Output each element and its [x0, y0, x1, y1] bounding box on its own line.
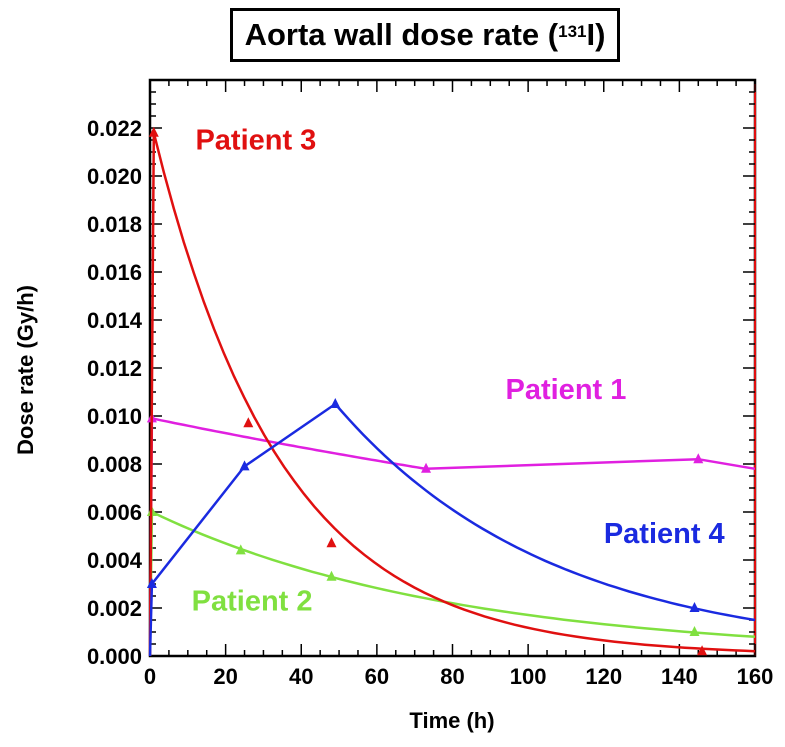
y-tick-label: 0.018 [87, 212, 142, 237]
y-tick-label: 0.020 [87, 164, 142, 189]
y-tick-label: 0.022 [87, 116, 142, 141]
series-label-patient-1: Patient 1 [506, 374, 627, 406]
x-tick-label: 140 [661, 664, 698, 689]
data-point-patient-4 [239, 460, 250, 471]
series-layer [146, 126, 756, 657]
y-tick-label: 0.002 [87, 596, 142, 621]
series-label-patient-2: Patient 2 [192, 585, 313, 617]
data-point-patient-2 [326, 570, 337, 581]
data-point-patient-3 [148, 126, 159, 137]
data-point-patient-4 [330, 398, 341, 408]
plot-area [148, 78, 757, 658]
y-tick-label: 0.004 [87, 548, 143, 573]
x-axis-title: Time (h) [409, 708, 494, 733]
data-point-patient-3 [697, 645, 708, 656]
series-patient-3 [148, 126, 756, 657]
x-tick-label: 20 [213, 664, 237, 689]
data-point-patient-3 [326, 537, 337, 548]
data-point-patient-4 [146, 578, 157, 588]
series-labels: Patient 3 Patient 1 Patient 4 Patient 2 [192, 125, 725, 618]
y-tick-label: 0.006 [87, 500, 142, 525]
y-tick-label: 0.010 [87, 404, 142, 429]
chart-title-suffix: I) [586, 17, 606, 52]
data-point-patient-1 [421, 462, 432, 473]
series-patient-4 [146, 398, 756, 657]
series-line-patient-3 [148, 132, 756, 657]
x-tick-label: 0 [144, 664, 156, 689]
y-tick-label: 0.012 [87, 356, 142, 381]
x-tick-label: 100 [510, 664, 547, 689]
data-point-patient-1 [693, 453, 704, 464]
series-line-patient-4 [148, 402, 756, 657]
data-point-patient-4 [689, 602, 700, 612]
x-tick-label: 120 [585, 664, 622, 689]
y-axis-title: Dose rate (Gy/h) [13, 285, 38, 455]
chart-title: Aorta wall dose rate (131 I) [230, 8, 620, 62]
y-tick-label: 0.014 [87, 308, 143, 333]
x-tick-label: 80 [440, 664, 464, 689]
x-tick-label: 40 [289, 664, 313, 689]
data-point-patient-2 [689, 626, 700, 636]
plot-frame [148, 78, 757, 658]
y-tick-label: 0.016 [87, 260, 142, 285]
chart-title-superscript: 131 [558, 22, 587, 41]
data-point-patient-2 [235, 544, 246, 555]
y-tick-label: 0.008 [87, 452, 142, 477]
series-label-patient-3: Patient 3 [195, 125, 316, 157]
chart-title-prefix: Aorta wall dose rate ( [244, 17, 559, 52]
data-point-patient-3 [243, 417, 254, 428]
x-tick-label: 60 [365, 664, 389, 689]
series-line-patient-1 [148, 416, 756, 657]
x-tick-label: 160 [737, 664, 774, 689]
series-label-patient-4: Patient 4 [604, 518, 725, 550]
y-tick-label: 0.000 [87, 644, 142, 669]
